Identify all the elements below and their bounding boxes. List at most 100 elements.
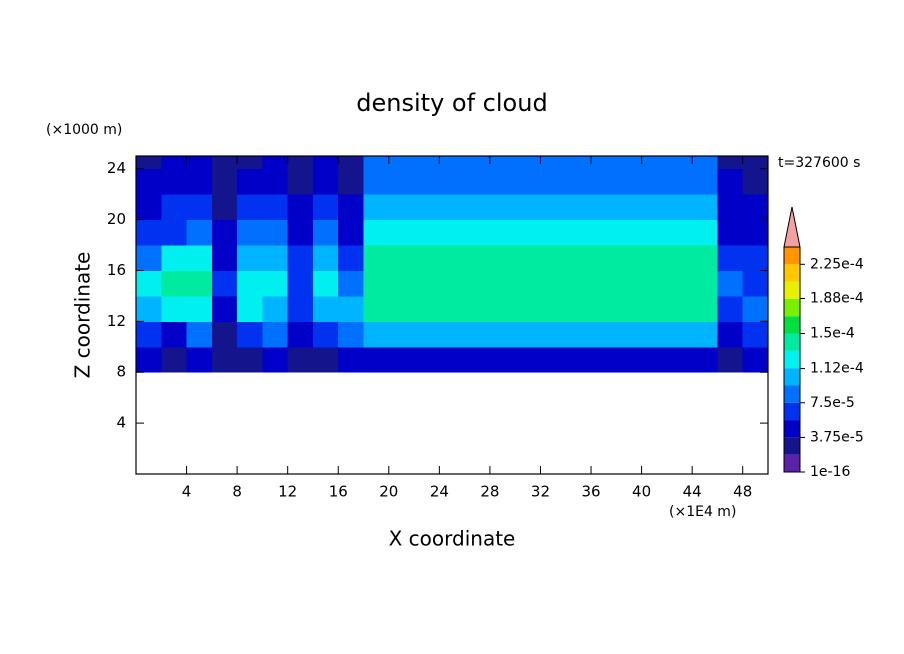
field-cell bbox=[338, 168, 365, 195]
field-cell bbox=[742, 321, 769, 348]
field-cell bbox=[439, 194, 466, 221]
field-cell bbox=[565, 346, 592, 373]
field-cell bbox=[464, 245, 491, 271]
field-cell bbox=[742, 245, 769, 271]
field-cell bbox=[616, 194, 643, 221]
colorbar-band bbox=[784, 298, 800, 317]
field-cell bbox=[312, 270, 339, 297]
x-tick-label: 48 bbox=[733, 483, 752, 501]
field-cell bbox=[717, 245, 744, 271]
field-cell bbox=[388, 245, 415, 271]
field-cell bbox=[717, 156, 744, 170]
x-tick-label: 24 bbox=[430, 483, 449, 501]
y-tick-label: 4 bbox=[116, 414, 126, 432]
colorbar-band bbox=[784, 437, 800, 455]
field-cell bbox=[692, 194, 718, 221]
field-cell bbox=[515, 168, 541, 195]
field-cell bbox=[136, 295, 162, 322]
field-cell bbox=[161, 346, 188, 373]
field-cell bbox=[616, 219, 643, 246]
field-cell bbox=[312, 321, 339, 348]
field-cell bbox=[211, 346, 238, 373]
field-cell bbox=[616, 156, 643, 170]
field-cell bbox=[565, 219, 592, 246]
field-cell bbox=[262, 295, 289, 322]
field-cell bbox=[363, 245, 390, 271]
field-cell bbox=[515, 295, 541, 322]
field-cell bbox=[616, 168, 643, 195]
field-cell bbox=[287, 156, 314, 170]
field-cell bbox=[136, 168, 162, 195]
field-cell bbox=[464, 270, 491, 297]
field-cell bbox=[666, 168, 693, 195]
field-cell bbox=[591, 156, 617, 170]
colorbar-band bbox=[784, 368, 800, 386]
field-cell bbox=[287, 245, 314, 271]
field-cell bbox=[363, 194, 390, 221]
field-cell bbox=[262, 245, 289, 271]
x-tick-label: 4 bbox=[182, 483, 192, 501]
field-cell bbox=[489, 295, 516, 322]
field-cell bbox=[414, 270, 440, 297]
field-cell bbox=[211, 156, 238, 170]
plot-frame bbox=[135, 155, 769, 475]
field-cell bbox=[161, 194, 188, 221]
field-cell bbox=[439, 156, 466, 170]
field-cell bbox=[540, 219, 567, 246]
field-cell bbox=[616, 346, 643, 373]
colorbar-tick-label: 1e-16 bbox=[810, 464, 850, 480]
field-cell bbox=[591, 168, 617, 195]
field-cell bbox=[338, 219, 365, 246]
x-tick-label: 44 bbox=[683, 483, 702, 501]
field-cell bbox=[540, 194, 567, 221]
field-cell bbox=[616, 270, 643, 297]
field-cell bbox=[565, 156, 592, 170]
colorbar-band bbox=[784, 247, 800, 265]
field-cell bbox=[363, 321, 390, 348]
field-cell bbox=[262, 156, 289, 170]
y-tick-label: 16 bbox=[107, 261, 126, 279]
x-tick-label: 12 bbox=[278, 483, 297, 501]
field-cell bbox=[489, 245, 516, 271]
x-tick-label: 28 bbox=[480, 483, 499, 501]
field-cell bbox=[262, 219, 289, 246]
x-unit: (×1E4 m) bbox=[669, 504, 736, 520]
colorbar-band bbox=[784, 264, 800, 282]
field-cell bbox=[717, 321, 744, 348]
field-cell bbox=[186, 245, 213, 271]
field-cell bbox=[312, 168, 339, 195]
field-cell bbox=[312, 219, 339, 246]
field-cell bbox=[287, 321, 314, 348]
field-cell bbox=[211, 194, 238, 221]
field-cell bbox=[388, 168, 415, 195]
field-cell bbox=[540, 245, 567, 271]
field-cell bbox=[717, 168, 744, 195]
field-cell bbox=[287, 219, 314, 246]
field-cell bbox=[489, 156, 516, 170]
field-cell bbox=[414, 346, 440, 373]
field-cell bbox=[666, 346, 693, 373]
colorbar-band bbox=[784, 454, 800, 472]
colorbar-band bbox=[784, 402, 800, 421]
field-cell bbox=[591, 194, 617, 221]
x-tick-label: 16 bbox=[329, 483, 348, 501]
field-cell bbox=[363, 295, 390, 322]
field-cell bbox=[717, 270, 744, 297]
field-cell bbox=[136, 270, 162, 297]
field-cell bbox=[211, 168, 238, 195]
field-cell bbox=[591, 270, 617, 297]
x-tick-label: 8 bbox=[232, 483, 242, 501]
field-cell bbox=[641, 346, 668, 373]
field-cell bbox=[388, 194, 415, 221]
colorbar-band bbox=[784, 420, 800, 438]
colorbar-band bbox=[784, 281, 800, 299]
field-cell bbox=[692, 295, 718, 322]
field-cell bbox=[515, 321, 541, 348]
field-cell bbox=[641, 156, 668, 170]
field-cell bbox=[136, 321, 162, 348]
field-cell bbox=[161, 156, 188, 170]
field-cell bbox=[717, 194, 744, 221]
field-cell bbox=[136, 156, 162, 170]
field-cell bbox=[338, 346, 365, 373]
